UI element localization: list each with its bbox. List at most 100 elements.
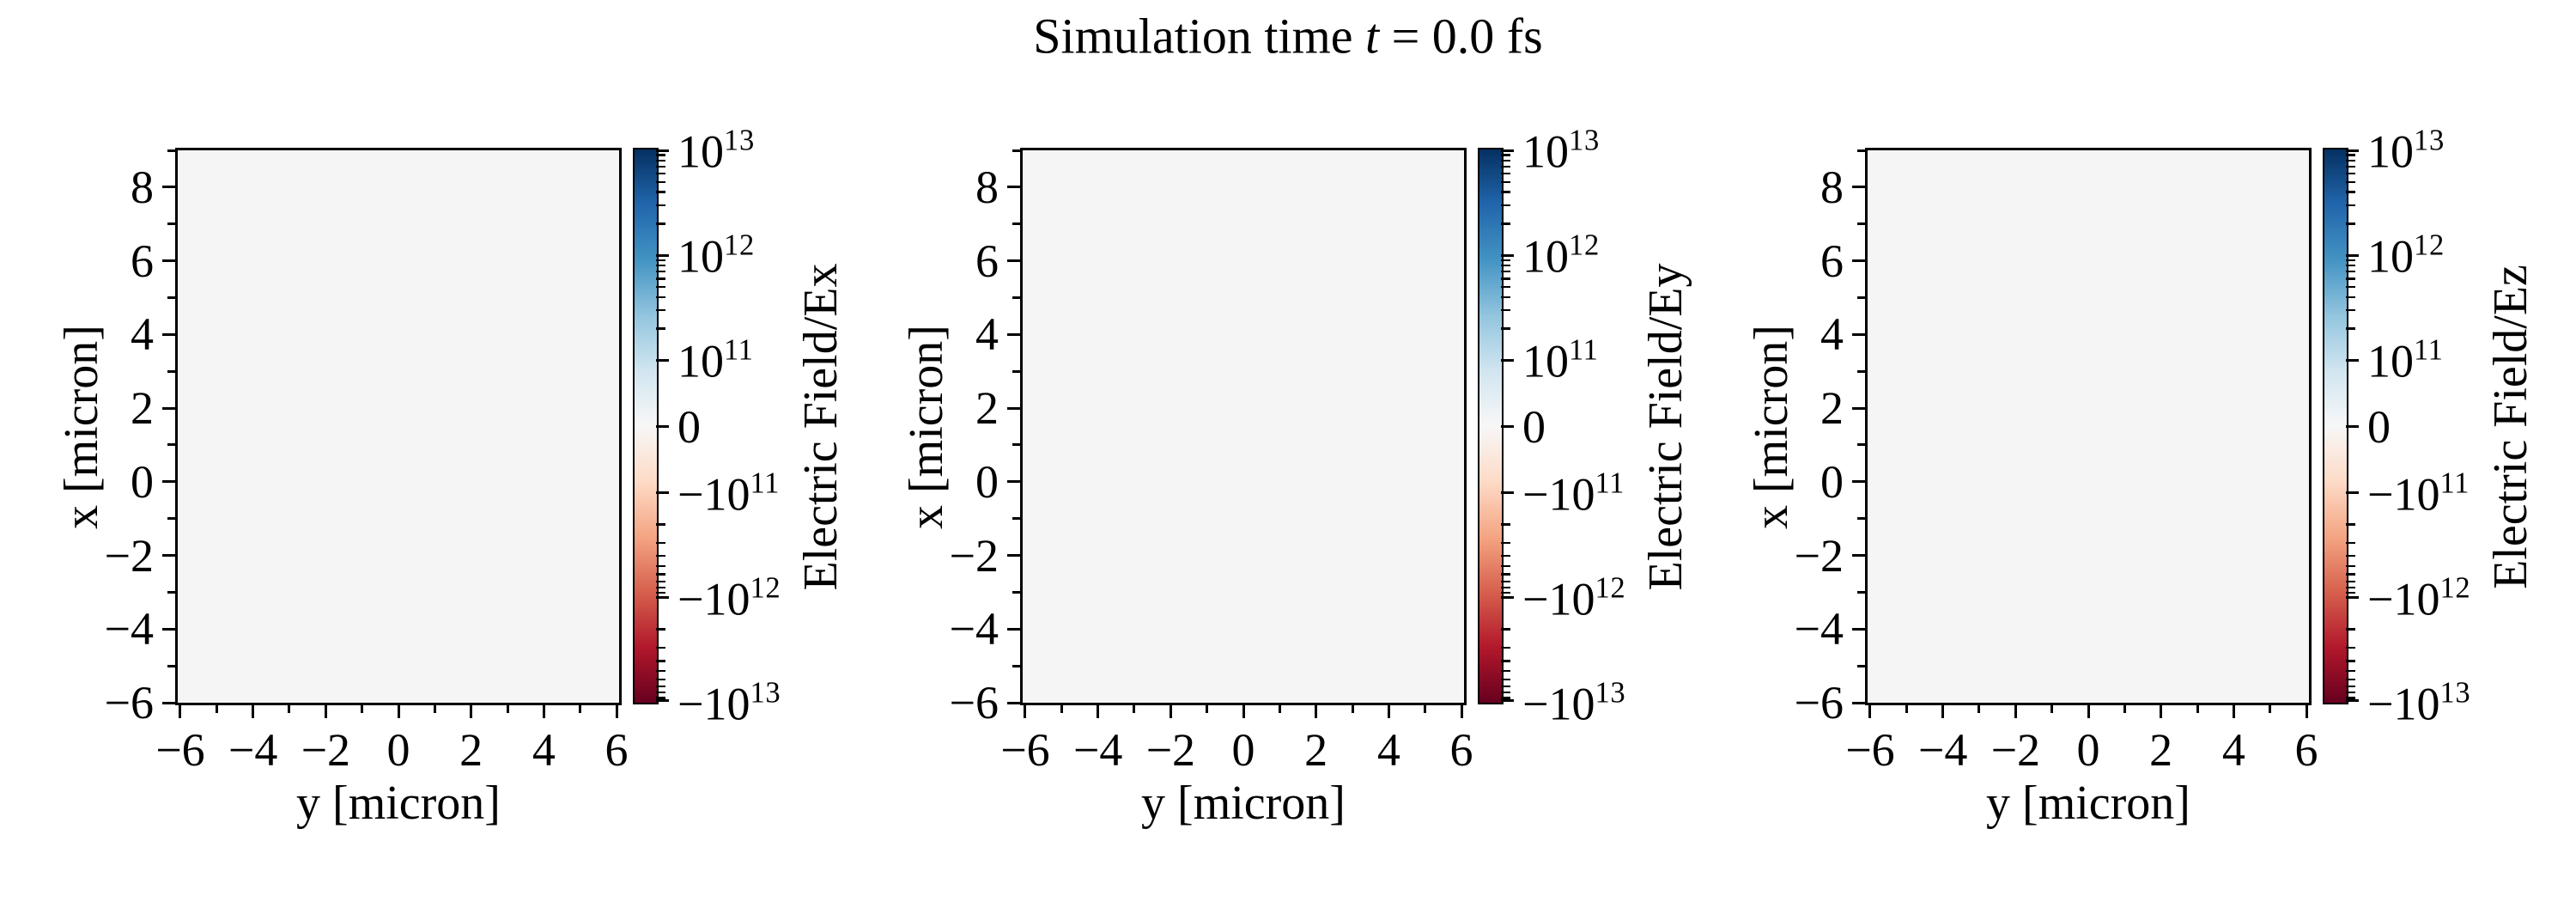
plot-area [1865,148,2312,705]
x-major-tick [1097,705,1100,718]
colorbar-minor-tick [656,277,665,280]
colorbar-minor-tick [2346,685,2355,688]
colorbar-minor-tick [2346,697,2355,699]
y-major-tick [1852,406,1865,410]
y-major-tick [1007,406,1020,410]
colorbar-tick-exponent: 13 [2439,676,2471,710]
colorbar-major-tick [656,149,669,152]
y-major-tick [1852,701,1865,704]
y-minor-tick [1857,590,1865,594]
colorbar-tick-label: −1012 [1522,573,1625,622]
colorbar-minor-tick [656,646,665,649]
y-minor-tick [167,443,175,447]
y-tick-label: 8 [1820,161,1844,213]
plot-area [1020,148,1467,705]
x-tick-label: −2 [1145,724,1196,776]
colorbar-major-tick [2346,425,2359,428]
y-tick-label: 8 [131,161,154,213]
colorbar-minor-tick [1501,697,1510,699]
colorbar-minor-tick [656,296,665,299]
colorbar-tick-label: 1012 [2367,229,2445,279]
y-major-tick [1007,480,1020,484]
colorbar-minor-tick [2346,259,2355,261]
colorbar-minor-tick [1501,591,1510,594]
colorbar [2322,148,2348,704]
colorbar-minor-tick [656,669,665,673]
colorbar-minor-tick [1501,180,1510,184]
colorbar-major-tick [2346,149,2359,152]
y-major-tick [1007,627,1020,631]
colorbar-minor-tick [656,628,665,631]
x-minor-tick [1978,705,1981,713]
colorbar-tick-label: 0 [1522,404,1546,450]
colorbar-minor-tick [656,191,665,193]
colorbar-minor-tick [1501,678,1510,681]
y-tick-label: −4 [104,603,154,655]
colorbar-tick-label: 1011 [677,336,754,385]
colorbar-tick-label: −1012 [2367,573,2470,622]
colorbar-minor-tick [656,165,665,168]
x-minor-tick [506,705,509,713]
y-tick-label: 2 [975,382,999,435]
colorbar-tick-exponent: 12 [2414,229,2445,262]
colorbar-minor-tick [656,172,665,175]
colorbar-minor-tick [2346,660,2355,662]
y-major-tick [1852,186,1865,189]
y-tick-label: 2 [131,382,154,435]
x-major-tick [252,705,255,718]
colorbar-label: Electric Field/Ez [2484,264,2537,589]
y-tick-label: 4 [131,308,154,361]
colorbar-tick-mantissa: −10 [677,573,750,625]
colorbar-major-tick [1501,358,1514,362]
y-minor-tick [167,149,175,152]
colorbar-minor-tick [1501,222,1510,225]
y-major-tick [162,186,175,189]
x-minor-tick [2123,705,2126,713]
colorbar-minor-tick [2346,270,2355,273]
x-major-tick [1169,705,1172,718]
colorbar-minor-tick [1501,554,1510,558]
colorbar-minor-tick [2346,308,2355,312]
y-minor-tick [1012,664,1020,667]
x-major-tick [470,705,473,718]
x-major-tick [179,705,182,718]
x-tick-label: 0 [386,724,410,776]
x-minor-tick [1905,705,1908,713]
colorbar-minor-tick [2346,691,2355,694]
x-minor-tick [1424,705,1427,713]
colorbar-minor-tick [1501,541,1510,545]
colorbar-minor-tick [656,691,665,694]
figure-title-suffix: = 0.0 fs [1379,8,1543,64]
colorbar-minor-tick [656,697,665,699]
colorbar-minor-tick [1501,628,1510,631]
colorbar-tick-exponent: 12 [1595,571,1626,605]
colorbar-minor-tick [1501,259,1510,261]
colorbar-minor-tick [656,564,665,568]
y-major-tick [1852,554,1865,558]
colorbar-tick-mantissa: −10 [2367,468,2440,521]
x-tick-label: 2 [2149,724,2173,776]
colorbar-label: Electric Field/Ey [1639,263,1692,590]
x-major-tick [2160,705,2163,718]
colorbar-tick-label: 1012 [1522,230,1600,279]
y-major-tick [162,701,175,704]
colorbar-minor-tick [656,204,665,207]
x-major-tick [1868,705,1872,718]
x-major-tick [1941,705,1945,718]
colorbar-tick-label: −1012 [677,573,781,622]
colorbar-tick-mantissa: 0 [1522,400,1546,453]
colorbar-tick-exponent: 11 [2414,333,2444,367]
figure-title-prefix: Simulation time [1033,8,1365,64]
colorbar-tick-label: −1011 [1522,468,1625,517]
colorbar-minor-tick [2346,580,2355,583]
y-minor-tick [1857,664,1865,667]
y-minor-tick [1012,222,1020,226]
y-major-tick [1852,480,1865,484]
figure-title: Simulation time t = 0.0 fs [1033,8,1542,65]
colorbar-tick-exponent: 11 [724,333,754,367]
colorbar-tick-label: −1013 [2367,678,2470,727]
x-tick-label: 6 [1449,724,1473,776]
x-tick-label: −6 [1845,724,1895,776]
colorbar-minor-tick [656,327,665,330]
y-minor-tick [1857,222,1865,226]
